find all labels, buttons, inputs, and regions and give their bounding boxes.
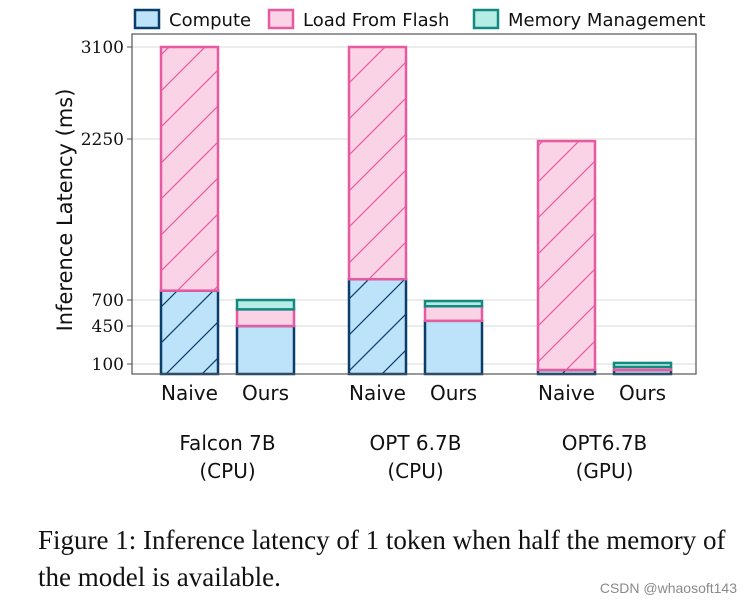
figure-caption: Figure 1: Inference latency of 1 token w…	[38, 525, 726, 592]
bar-opt-6-7b-naive-compute-hatch	[349, 279, 406, 374]
bar-falcon-7b-naive-load-from-flash-hatch	[161, 47, 218, 291]
bar-falcon-7b-ours-memory-management-edge	[235, 298, 296, 311]
y-ticks: 100 450 700 2250 3100	[81, 38, 132, 375]
legend-label: Memory Management	[508, 10, 706, 31]
watermark: CSDN @whaosoft143	[599, 580, 737, 596]
bar-opt-6-7b-naive-load-from-flash-edge	[347, 45, 408, 281]
bar-falcon-7b-ours-compute	[237, 326, 294, 374]
y-tick-label: 2250	[81, 130, 124, 150]
plot-frame	[131, 33, 697, 375]
bar-opt6-7b-ours-load-from-flash	[614, 367, 671, 370]
x-category-label: Naive	[538, 381, 595, 405]
group-label: OPT 6.7B	[370, 431, 462, 455]
y-tick-label: 450	[92, 317, 124, 337]
bar-opt-6-7b-ours-compute	[425, 320, 482, 374]
legend-label: Compute	[169, 10, 251, 31]
gridlines	[132, 46, 696, 365]
bar-opt6-7b-ours-memory-management	[614, 362, 671, 367]
bar-opt-6-7b-ours-memory-management-edge	[423, 299, 484, 308]
y-tick-label: 3100	[81, 38, 124, 58]
legend-swatch-memory-management	[472, 8, 500, 30]
x-category-label: Naive	[161, 381, 218, 405]
bar-opt-6-7b-ours-memory-management	[425, 301, 482, 307]
bar-opt6-7b-ours-compute	[614, 370, 671, 374]
latency-chart: Compute Load From Flash Memory Management …	[53, 8, 706, 483]
y-tick-label: 700	[92, 291, 124, 311]
x-category-label: Ours	[242, 381, 289, 405]
legend-swatch-load-from-flash	[267, 8, 295, 30]
bar-opt6-7b-naive-load-from-flash-hatch	[538, 141, 595, 370]
group-label: Falcon 7B	[179, 431, 275, 455]
bar-falcon-7b-naive-load-from-flash-edge	[159, 45, 220, 292]
x-category-label: Ours	[430, 381, 477, 405]
group-sublabel: (CPU)	[199, 459, 255, 483]
group-sublabel: (GPU)	[576, 459, 634, 483]
group-label: OPT6.7B	[562, 431, 648, 455]
legend-swatch-compute	[133, 8, 161, 30]
legend: Compute Load From Flash Memory Management	[133, 8, 706, 31]
bar-opt6-7b-naive-compute-hatch	[538, 370, 595, 374]
y-tick-label: 100	[92, 355, 124, 375]
x-category-label: Naive	[349, 381, 406, 405]
bar-opt6-7b-naive-load-from-flash-edge	[536, 139, 597, 372]
bar-falcon-7b-naive-compute-hatch	[161, 290, 218, 374]
bar-opt-6-7b-naive-load-from-flash-hatch	[349, 47, 406, 280]
x-labels: Naive Ours Falcon 7B (CPU) Naive Ours OPT 6.7B…	[161, 381, 666, 483]
bar-opt-6-7b-ours-load-from-flash	[425, 306, 482, 321]
bar-falcon-7b-ours-load-from-flash	[237, 309, 294, 326]
bar-opt6-7b-ours-memory-management-edge	[612, 361, 673, 369]
x-category-label: Ours	[619, 381, 666, 405]
bars	[159, 45, 673, 376]
group-sublabel: (CPU)	[387, 459, 443, 483]
legend-label: Load From Flash	[303, 10, 449, 31]
y-axis-label: Inference Latency (ms)	[53, 89, 77, 332]
bar-falcon-7b-ours-memory-management	[237, 300, 294, 310]
